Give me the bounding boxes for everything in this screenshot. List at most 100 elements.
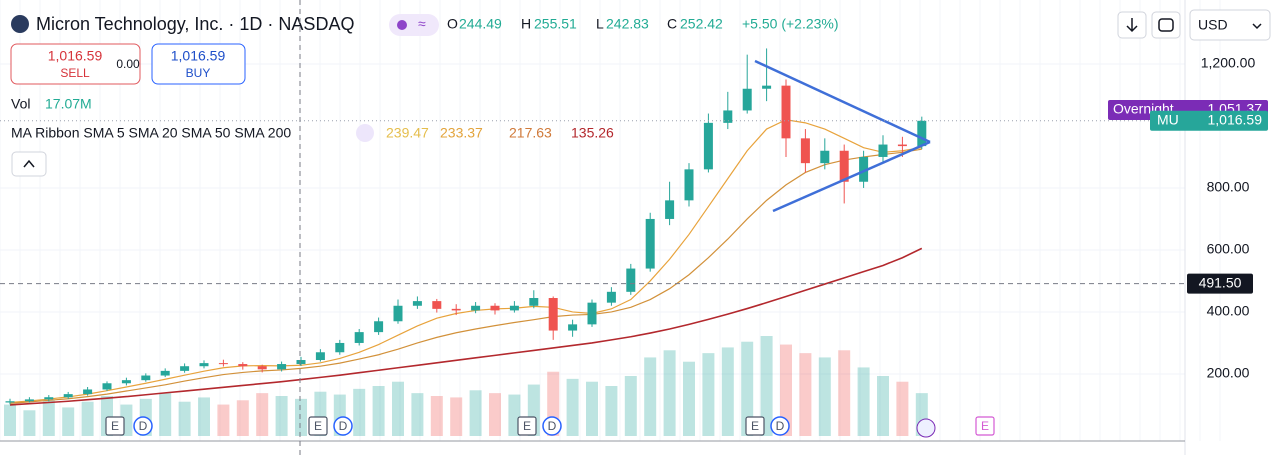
volume-bar xyxy=(217,404,230,436)
candle-body xyxy=(199,363,209,367)
volume-bar xyxy=(586,381,598,436)
vol-value: 17.07M xyxy=(45,96,92,112)
buy-button[interactable] xyxy=(151,43,246,85)
volume-bar xyxy=(760,336,773,436)
candle-body xyxy=(548,298,558,331)
volume-bar xyxy=(857,367,870,436)
volume-bar xyxy=(295,398,307,436)
marker-label: D xyxy=(339,419,348,433)
crosshair-label: 491.50 xyxy=(1199,274,1242,290)
candle-body xyxy=(626,268,636,292)
candle-body xyxy=(451,308,461,311)
ohlc-value: 252.42 xyxy=(680,16,723,32)
volume-bar xyxy=(489,393,501,436)
symbol: MU xyxy=(1157,112,1179,128)
candle-body xyxy=(568,324,578,331)
volume-bar xyxy=(605,386,618,436)
volume-bar xyxy=(818,357,831,436)
y-tick-label: 400.00 xyxy=(1207,303,1250,319)
ma-value: 233.37 xyxy=(440,125,483,141)
candle-body xyxy=(917,120,927,147)
candle-body xyxy=(180,366,190,371)
vol-label: Vol xyxy=(11,96,30,112)
ohlc-label: L xyxy=(596,16,604,32)
ohlc-value: 255.51 xyxy=(534,16,577,32)
dividend-marker xyxy=(542,416,562,436)
candle-body xyxy=(121,380,131,384)
earnings-marker xyxy=(975,416,995,436)
volume-bar xyxy=(741,341,754,436)
sell-price: 1,016.59 xyxy=(48,48,103,64)
volume-bar xyxy=(721,347,734,436)
candle-body xyxy=(44,397,54,400)
earnings-marker xyxy=(105,416,125,436)
candle-body xyxy=(645,218,655,269)
ma-value: 217.63 xyxy=(509,125,552,141)
candle-body xyxy=(141,375,151,381)
volume-bar xyxy=(4,404,16,436)
volume-bar xyxy=(624,376,637,436)
currency: USD xyxy=(1198,17,1228,33)
volume-bar xyxy=(430,396,443,436)
candle-body xyxy=(471,305,481,311)
sell-button[interactable] xyxy=(10,43,141,85)
candle-body xyxy=(742,88,752,111)
marker-label: E xyxy=(314,419,322,433)
candle-body xyxy=(277,364,287,370)
candle-body xyxy=(315,352,325,361)
candle-body xyxy=(509,305,519,311)
dividend-marker xyxy=(333,416,353,436)
wave-icon: ≈ xyxy=(418,16,426,32)
candle-body xyxy=(781,85,791,139)
volume-bar xyxy=(120,404,133,436)
volume-bar xyxy=(877,376,889,436)
ma-line xyxy=(9,247,923,406)
candle-body xyxy=(393,305,403,322)
marker-label: E xyxy=(751,419,759,433)
sell-label: SELL xyxy=(60,66,90,80)
candle-body xyxy=(529,298,539,306)
candle-body xyxy=(839,150,849,182)
candle-body xyxy=(800,138,810,164)
volume-bar xyxy=(275,396,288,436)
volume-bar xyxy=(799,353,812,436)
volume-bar xyxy=(392,381,404,436)
ohlc-label: C xyxy=(667,16,677,32)
candle-body xyxy=(5,401,15,403)
candle-body xyxy=(102,383,112,390)
dividend-marker xyxy=(133,416,153,436)
buy-price: 1,016.59 xyxy=(171,48,226,64)
candle-body xyxy=(897,144,907,147)
volume-bar xyxy=(23,410,36,436)
volume-bar xyxy=(159,393,172,436)
event-icon xyxy=(916,418,936,438)
plot xyxy=(0,0,1221,441)
marker-label: E xyxy=(523,419,531,433)
ma-line xyxy=(9,148,922,405)
volume-bar xyxy=(838,350,851,436)
change: +5.50 (+2.23%) xyxy=(742,16,839,32)
candle-body xyxy=(412,301,422,306)
ma-ribbon-label: MA Ribbon SMA 5 SMA 20 SMA 50 SMA 200 xyxy=(11,125,291,141)
candle-body xyxy=(878,144,888,157)
ma-value: 135.26 xyxy=(571,125,614,141)
screenshot-button[interactable] xyxy=(1151,11,1181,39)
trend-line xyxy=(754,59,931,144)
candle-body xyxy=(859,156,869,182)
marker-label: D xyxy=(776,419,785,433)
candle-body xyxy=(257,366,267,370)
earnings-marker xyxy=(517,416,537,436)
collapse-button[interactable] xyxy=(11,151,47,177)
currency-dropdown[interactable] xyxy=(1189,9,1271,41)
marker-label: E xyxy=(111,419,119,433)
candle-body xyxy=(587,302,597,325)
spread: 0.00 xyxy=(116,57,140,71)
screenshot-icon xyxy=(1158,18,1174,32)
candle-body xyxy=(665,200,675,219)
ma-value: 239.47 xyxy=(386,125,429,141)
candle-body xyxy=(684,169,694,201)
earnings-marker xyxy=(308,416,328,436)
y-tick-label: 1,200.00 xyxy=(1201,55,1256,71)
